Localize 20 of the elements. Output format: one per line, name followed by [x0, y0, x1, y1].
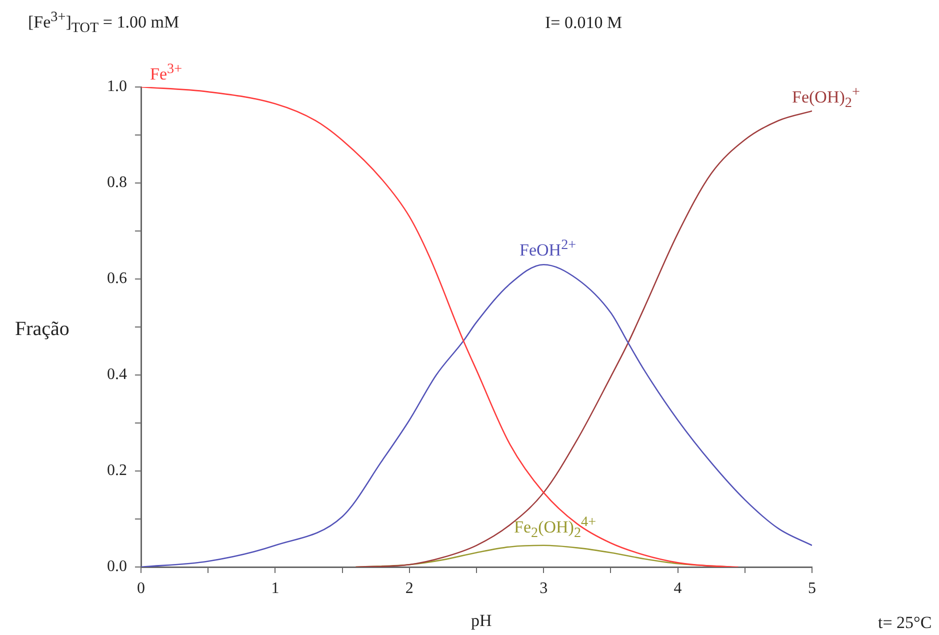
text: [Fe$^{3+}$]$_{TOT}$ = 1.00 mM — [28, 8, 180, 36]
y-tick-label: 0.0 — [107, 558, 127, 576]
x-tick-label: 4 — [674, 580, 682, 597]
x-tick-label: 3 — [540, 580, 548, 597]
x-tick-label: 1 — [271, 580, 280, 597]
y-tick-label: 0.2 — [107, 462, 127, 480]
text: t= 25°C — [878, 612, 932, 632]
x-tick-label: 2 — [405, 580, 414, 597]
series-label: FeOH$^{2+}$ — [520, 236, 576, 260]
x-tick-label: 5 — [808, 580, 816, 597]
series-label: Fe$^{3+}$ — [150, 60, 182, 84]
y-tick-label: 0.4 — [107, 366, 127, 384]
x-tick-label: 0 — [137, 580, 145, 597]
y-tick-label: 0.6 — [107, 270, 127, 288]
x-axis-title: pH — [471, 610, 492, 630]
y-tick-label: 1.0 — [107, 78, 127, 96]
line-series — [355, 110, 812, 567]
y-axis-title: Fração — [15, 318, 70, 340]
y-tick-label: 0.8 — [107, 174, 127, 192]
text: I= 0.010 M — [545, 12, 622, 32]
